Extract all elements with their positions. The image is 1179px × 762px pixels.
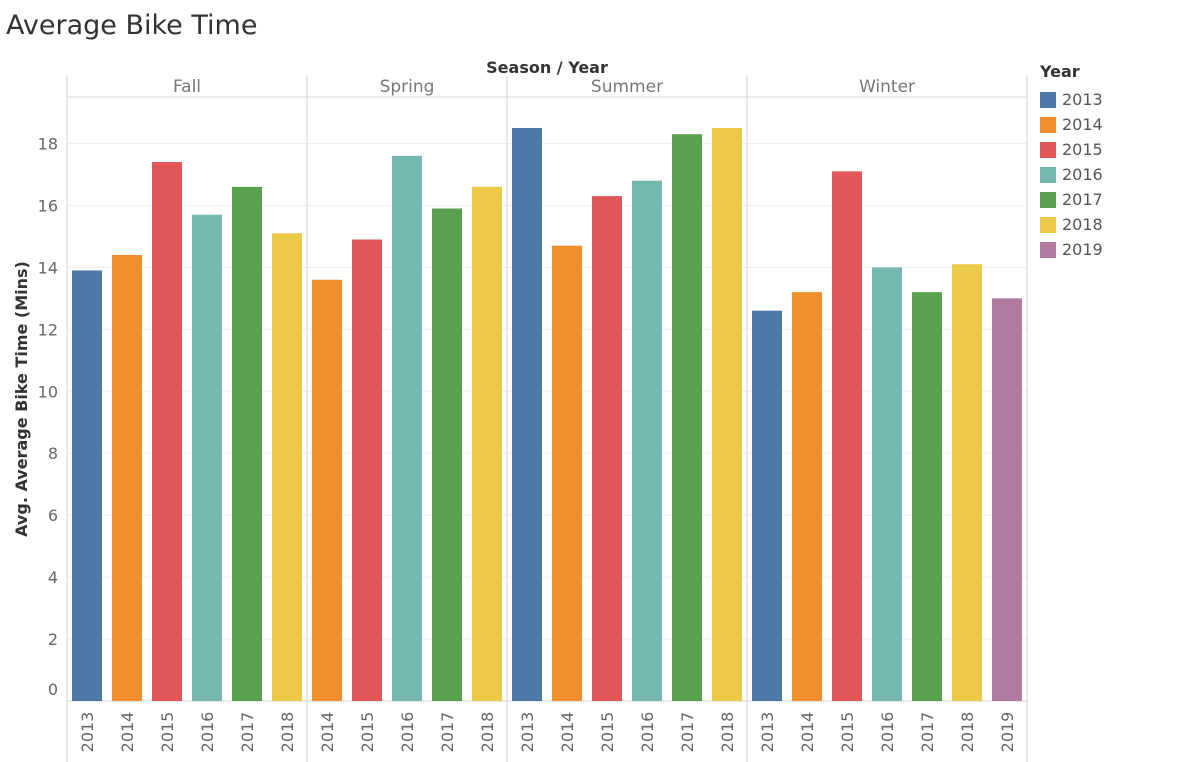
x-tick-label: 2017	[238, 712, 257, 753]
y-tick-label: 2	[48, 630, 58, 649]
bar-fall-2017	[232, 186, 262, 702]
bar-spring-2018	[472, 186, 502, 702]
y-tick-label: 16	[38, 196, 58, 215]
y-tick-label: 8	[48, 444, 58, 463]
bar-spring-2014	[312, 279, 342, 701]
legend-label: 2013	[1062, 90, 1103, 109]
x-tick-label: 2019	[998, 712, 1017, 753]
legend-item-2015[interactable]: 2015	[1040, 137, 1103, 162]
bar-winter-2019	[992, 298, 1022, 701]
bar-summer-2018	[712, 127, 742, 701]
legend-label: 2018	[1062, 215, 1103, 234]
legend-item-2019[interactable]: 2019	[1040, 237, 1103, 262]
x-tick-label: 2017	[438, 712, 457, 753]
bar-chart: Season / Year 0 2 4 6 8 10 12 14 16 18 Avg. Average…	[12, 58, 1028, 762]
legend-swatch	[1040, 141, 1056, 158]
group-label-spring: Spring	[380, 77, 435, 97]
legend-item-2017[interactable]: 2017	[1040, 187, 1103, 212]
bar-spring-2017	[432, 208, 462, 701]
x-tick-label: 2018	[278, 712, 297, 753]
x-tick-label: 2015	[158, 712, 177, 753]
legend-title: Year	[1040, 62, 1080, 81]
legend-item-2013[interactable]: 2013	[1040, 87, 1103, 112]
bar-spring-2015	[352, 239, 382, 701]
x-tick-label: 2015	[598, 712, 617, 753]
chart-title: Average Bike Time	[6, 10, 258, 41]
legend-swatch	[1040, 166, 1056, 183]
bar-fall-2016	[192, 214, 222, 701]
legend-swatch	[1040, 91, 1056, 108]
bar-winter-2017	[912, 292, 942, 701]
legend-label: 2017	[1062, 190, 1103, 209]
x-tick-label: 2016	[398, 712, 417, 753]
x-tick-label: 2018	[718, 712, 737, 753]
x-tick-label: 2014	[558, 712, 577, 753]
x-tick-label: 2014	[798, 712, 817, 753]
y-tick-label: 0	[48, 680, 58, 699]
bar-spring-2016	[392, 155, 422, 701]
legend-label: 2019	[1062, 240, 1103, 259]
group-label-winter: Winter	[859, 77, 915, 97]
legend-swatch	[1040, 116, 1056, 133]
y-axis-label: Avg. Average Bike Time (Mins)	[12, 261, 31, 537]
bar-winter-2013	[752, 310, 782, 701]
x-tick-label: 2018	[958, 712, 977, 753]
legend: Year 2013 2014 2015 2016 2017 2018 2019	[1040, 62, 1103, 262]
bar-fall-2013	[72, 270, 102, 701]
column-header: Season / Year	[486, 58, 608, 77]
x-tick-label: 2013	[78, 712, 97, 753]
x-tick-label: 2014	[118, 712, 137, 753]
x-tick-label: 2013	[758, 712, 777, 753]
bar-winter-2014	[792, 292, 822, 701]
x-tick-label: 2015	[358, 712, 377, 753]
bar-fall-2018	[272, 233, 302, 702]
legend-label: 2016	[1062, 165, 1103, 184]
bar-summer-2014	[552, 245, 582, 701]
bar-fall-2014	[112, 254, 142, 701]
x-tick-label: 2016	[198, 712, 217, 753]
bar-summer-2015	[592, 196, 622, 701]
bar-summer-2017	[672, 134, 702, 701]
bar-summer-2016	[632, 180, 662, 702]
y-tick-label: 6	[48, 506, 58, 525]
x-tick-label: 2013	[518, 712, 537, 753]
x-tick-label: 2014	[318, 712, 337, 753]
group-label-summer: Summer	[591, 77, 663, 97]
y-tick-label: 18	[38, 134, 58, 153]
y-tick-label: 10	[38, 382, 58, 401]
legend-swatch	[1040, 191, 1056, 208]
y-tick-label: 14	[38, 258, 58, 277]
bar-winter-2016	[872, 267, 902, 701]
x-tick-label: 2018	[478, 712, 497, 753]
legend-items: 2013 2014 2015 2016 2017 2018 2019	[1040, 87, 1103, 262]
group-label-fall: Fall	[173, 77, 201, 97]
legend-label: 2015	[1062, 140, 1103, 159]
bar-summer-2013	[512, 127, 542, 701]
x-tick-label: 2016	[878, 712, 897, 753]
legend-swatch	[1040, 241, 1056, 258]
bar-fall-2015	[152, 162, 182, 702]
y-tick-label: 12	[38, 320, 58, 339]
x-tick-label: 2015	[838, 712, 857, 753]
y-tick-label: 4	[48, 568, 58, 587]
legend-item-2018[interactable]: 2018	[1040, 212, 1103, 237]
bar-winter-2018	[952, 264, 982, 701]
legend-item-2016[interactable]: 2016	[1040, 162, 1103, 187]
x-tick-label: 2016	[638, 712, 657, 753]
legend-item-2014[interactable]: 2014	[1040, 112, 1103, 137]
x-tick-label: 2017	[678, 712, 697, 753]
legend-label: 2014	[1062, 115, 1103, 134]
legend-swatch	[1040, 216, 1056, 233]
bar-winter-2015	[832, 171, 862, 702]
x-tick-label: 2017	[918, 712, 937, 753]
